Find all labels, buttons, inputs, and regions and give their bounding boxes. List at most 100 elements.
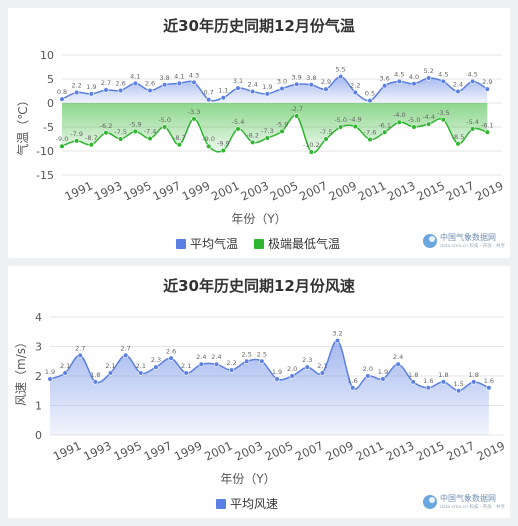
data-point	[162, 82, 168, 88]
y-tick-label: 1	[35, 400, 42, 413]
data-point	[132, 128, 138, 134]
data-point	[220, 147, 226, 154]
data-label: -8.7	[173, 134, 186, 142]
temperature-chart-panel: 近30年历史同期12月份气温 0.8 2.2 1.9 2.7 2.6 4.1 2.6 3.8 4…	[8, 8, 510, 258]
data-point	[92, 379, 98, 385]
data-point	[382, 129, 388, 135]
data-label: 2.2	[71, 81, 81, 89]
data-label: -6.1	[378, 121, 391, 129]
data-point	[471, 379, 477, 385]
x-tick-label: 2013	[385, 178, 417, 203]
watermark-logo: 中国气象数据网 data.cma.cn 权威 · 开放 · 共享	[423, 232, 505, 249]
data-label: -4.4	[422, 113, 435, 121]
data-point	[334, 337, 341, 344]
x-tick-label: 1995	[121, 178, 153, 203]
data-point	[470, 78, 476, 84]
data-label: 4.0	[409, 73, 419, 81]
x-tick-label: 2017	[444, 438, 476, 463]
data-point	[235, 85, 241, 91]
data-label: 1.9	[262, 83, 272, 91]
watermark-text: 中国气象数据网	[440, 232, 496, 242]
data-point	[191, 116, 197, 122]
data-label: -5.4	[232, 118, 245, 126]
y-tick-label: 2	[35, 370, 42, 383]
x-tick-label: 2001	[209, 178, 241, 203]
data-label: 2.6	[145, 80, 155, 88]
data-label: -4.9	[349, 116, 362, 124]
data-point	[88, 142, 94, 148]
data-point	[382, 83, 388, 89]
data-point	[411, 81, 417, 87]
data-label: 2.4	[247, 80, 257, 88]
data-label: 2.1	[60, 362, 70, 370]
data-label: 3.8	[306, 74, 316, 82]
data-point	[264, 135, 270, 141]
data-point	[138, 370, 144, 376]
data-point	[183, 370, 189, 376]
data-point	[107, 370, 114, 376]
data-point	[396, 119, 402, 125]
x-tick-label: 2007	[297, 178, 329, 203]
data-point	[323, 86, 329, 92]
chart-title: 近30年历史同期12月份气温	[163, 17, 355, 35]
data-point	[176, 142, 182, 148]
data-label: 2.5	[257, 350, 267, 358]
data-point	[103, 87, 109, 93]
watermark-text: 中国气象数据网	[440, 493, 496, 503]
data-label: 2.1	[317, 362, 327, 370]
data-label: 1.5	[453, 380, 463, 388]
data-label: 5.5	[335, 66, 345, 74]
data-label: 2.2	[350, 81, 360, 89]
data-point	[153, 364, 159, 370]
data-label: -5.0	[158, 116, 171, 124]
data-point	[455, 88, 461, 95]
data-point	[470, 126, 476, 132]
data-label: -2.7	[290, 105, 303, 113]
legend-label: 平均风速	[230, 497, 278, 511]
x-tick-label: 2019	[475, 438, 507, 463]
y-axis-label: 气温（℃）	[15, 94, 30, 155]
data-point	[176, 80, 182, 86]
data-label: -5.9	[276, 120, 289, 128]
data-label: 2.6	[115, 80, 125, 88]
x-tick-label: 1999	[180, 178, 212, 203]
data-label: 0.7	[203, 89, 213, 97]
data-point	[367, 136, 373, 143]
data-point	[279, 128, 285, 134]
data-point	[395, 361, 401, 367]
data-label: -7.5	[320, 128, 333, 136]
x-tick-label: 1993	[92, 178, 124, 203]
data-label: 5.2	[423, 67, 433, 75]
y-tick-label: 0	[35, 429, 42, 442]
data-label: -6.1	[481, 121, 494, 129]
legend-swatch	[254, 239, 264, 249]
data-label: -5.0	[334, 116, 347, 124]
data-label: 2.2	[226, 359, 236, 367]
data-point	[168, 355, 174, 361]
data-point	[319, 370, 326, 376]
data-label: 2.1	[181, 362, 191, 370]
x-tick-label: 2001	[202, 438, 234, 463]
x-tick-label: 2011	[356, 178, 388, 203]
data-label: -8.2	[246, 131, 259, 139]
data-point	[250, 139, 256, 145]
y-tick-label: -10	[36, 145, 54, 158]
data-label: 4.5	[467, 70, 477, 78]
data-point	[440, 379, 447, 385]
data-label: 2.4	[211, 353, 221, 361]
y-tick-label: 3	[35, 341, 42, 354]
data-point	[191, 79, 197, 85]
data-point	[118, 136, 124, 142]
data-label: -5.0	[408, 116, 421, 124]
data-point	[352, 123, 358, 130]
data-label: 1.8	[438, 371, 448, 379]
data-label: -7.3	[261, 127, 274, 135]
x-tick-label: 2005	[263, 438, 295, 463]
data-label: -3.3	[188, 108, 201, 116]
data-label: 2.3	[151, 356, 161, 364]
data-label: 2.7	[101, 79, 111, 87]
data-point	[484, 86, 490, 92]
y-tick-label: 5	[47, 73, 54, 86]
data-point	[338, 73, 344, 80]
x-tick-label: 2013	[384, 438, 416, 463]
